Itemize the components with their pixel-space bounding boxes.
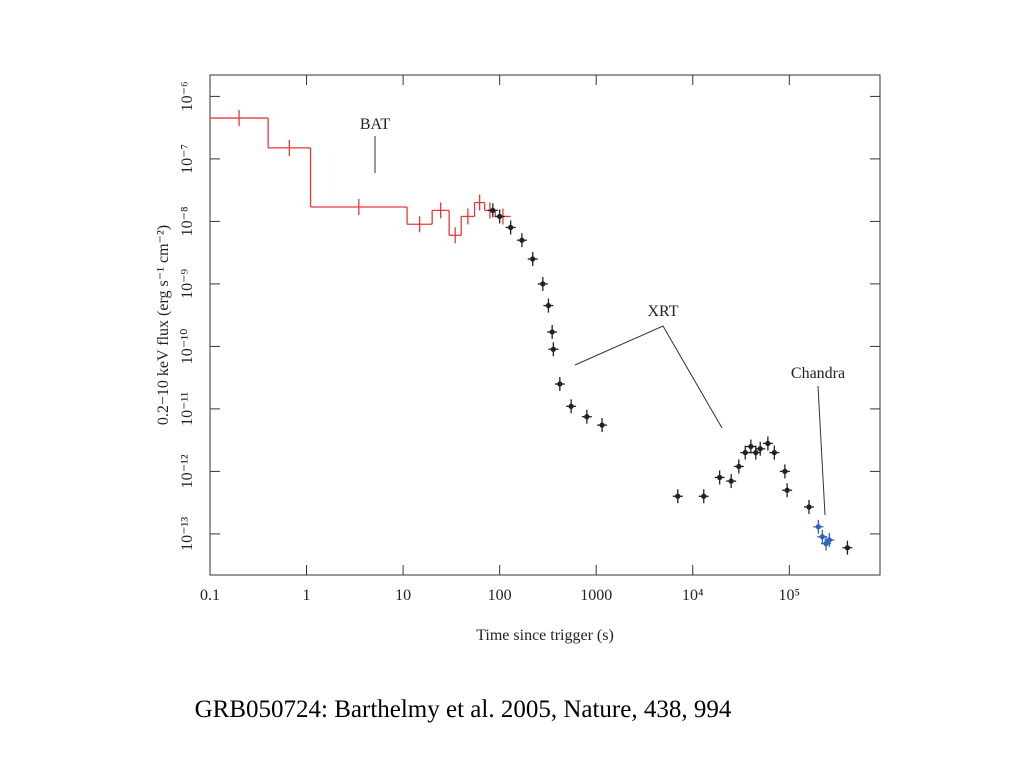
data-point	[842, 540, 853, 555]
x-tick-label: 100	[488, 587, 512, 604]
point-part	[728, 478, 734, 484]
data-point	[817, 529, 828, 544]
point-part	[496, 213, 503, 220]
annotation: XRT	[647, 303, 678, 320]
point-part	[717, 474, 723, 481]
x-tick-label: 0.1	[200, 587, 220, 604]
x-axis-label: Time since trigger (s)	[476, 627, 614, 644]
y-tick-label: 10⁻¹¹	[179, 392, 196, 426]
point-part	[545, 302, 552, 309]
point-part	[519, 237, 525, 243]
y-axis-label: 0.2−10 keV flux (erg s⁻¹ cm⁻²)	[155, 225, 172, 425]
data-point	[548, 342, 559, 357]
data-point	[516, 233, 527, 248]
point-part	[701, 493, 707, 499]
data-point	[726, 474, 737, 489]
data-point	[547, 324, 558, 339]
x-tick-label: 10⁵	[779, 587, 801, 604]
data-point	[750, 445, 761, 460]
data-point	[505, 220, 516, 235]
data-point	[782, 483, 793, 498]
point-part	[782, 468, 788, 475]
plot-frame	[209, 74, 881, 576]
data-point	[487, 203, 498, 218]
y-tick-label: 10⁻¹⁰	[179, 329, 196, 365]
data-point	[566, 399, 577, 414]
y-tick-label: 10⁻⁹	[179, 268, 196, 298]
point-part	[819, 534, 826, 540]
data-point	[581, 409, 592, 424]
point-part	[550, 346, 557, 352]
point-part	[742, 449, 748, 456]
point-part	[540, 281, 546, 287]
point-part	[736, 463, 742, 470]
data-point	[745, 439, 756, 454]
x-tick-label: 10⁴	[682, 587, 704, 604]
data-point	[769, 445, 780, 460]
y-tick-label: 10⁻¹³	[179, 517, 196, 551]
data-point	[698, 489, 709, 504]
data-point	[813, 519, 824, 534]
point-part	[765, 440, 771, 447]
point-part	[784, 487, 790, 493]
data-point	[537, 276, 548, 291]
x-tick-label: 1000	[580, 587, 612, 604]
point-part	[815, 524, 822, 530]
y-tick-label: 10⁻¹²	[179, 454, 196, 488]
point-part	[806, 504, 812, 510]
point-part	[771, 449, 777, 456]
point-part	[826, 537, 833, 543]
data-point	[824, 532, 835, 547]
data-point	[803, 499, 814, 514]
data-point	[672, 489, 683, 504]
data-point	[527, 252, 538, 267]
annotation: BAT	[360, 116, 390, 133]
data-point	[820, 536, 831, 551]
point-part	[530, 256, 536, 262]
data-point	[714, 470, 725, 485]
data-point	[779, 464, 790, 479]
data-point	[740, 445, 751, 460]
point-part	[844, 545, 851, 551]
point-part	[753, 449, 759, 456]
data-point	[597, 418, 608, 433]
annotation: Chandra	[791, 365, 845, 382]
data-point	[543, 298, 554, 313]
point-part	[557, 381, 563, 387]
data-point	[762, 436, 773, 451]
y-tick-label: 10⁻⁶	[179, 81, 196, 111]
x-tick-label: 1	[303, 587, 311, 604]
point-part	[584, 414, 590, 420]
x-tick-label: 10	[395, 587, 411, 604]
data-point	[554, 377, 565, 392]
point-part	[599, 422, 605, 428]
data-point	[733, 459, 744, 474]
point-part	[490, 207, 496, 214]
point-part	[675, 493, 681, 499]
y-tick-label: 10⁻⁷	[179, 144, 196, 174]
point-part	[568, 403, 574, 409]
annotation-line	[574, 325, 723, 429]
point-part	[748, 443, 754, 450]
data-point	[494, 209, 505, 224]
annotation-line	[817, 385, 826, 516]
point-part	[757, 446, 763, 452]
point-part	[549, 329, 555, 335]
y-tick-label: 10⁻⁸	[179, 206, 196, 236]
point-part	[823, 540, 829, 547]
data-point	[755, 441, 766, 456]
caption: GRB050724: Barthelmy et al. 2005, Nature…	[195, 696, 732, 723]
point-part	[507, 224, 514, 231]
